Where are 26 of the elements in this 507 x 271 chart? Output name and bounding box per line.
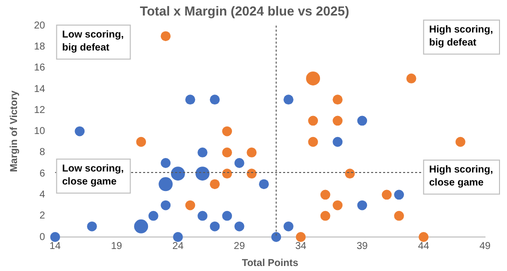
x-tick-label: 49: [479, 240, 491, 252]
chart-title: Total x Margin (2024 blue vs 2025): [140, 3, 350, 18]
y-tick-label: 8: [40, 147, 46, 158]
y-tick-label: 2: [40, 210, 46, 222]
y-tick-label: 0: [40, 232, 46, 243]
y-axis-title: Margin of Victory: [8, 90, 20, 172]
y-tick-label: 20: [34, 20, 46, 32]
y-tick-label: 6: [40, 168, 46, 180]
annotation: Low scoring, close game: [62, 163, 124, 188]
y-tick-label: 12: [34, 104, 46, 116]
annotation: High scoring, close game: [429, 164, 494, 188]
y-tick-label: 4: [40, 189, 46, 200]
x-tick-label: 24: [172, 240, 184, 252]
x-tick-label: 29: [234, 240, 246, 252]
x-tick-label: 39: [356, 240, 368, 252]
x-axis-title: Total Points: [242, 258, 299, 269]
annotation: Low scoring, big defeat: [62, 29, 124, 54]
y-tick-label: 10: [34, 126, 46, 138]
x-tick-label: 34: [295, 240, 307, 252]
x-tick-label: 14: [50, 240, 62, 252]
x-tick-label: 44: [418, 240, 430, 252]
y-tick-label: 14: [34, 84, 46, 95]
annotation: High scoring, big defeat: [429, 24, 494, 48]
x-tick-label: 19: [110, 240, 123, 252]
y-tick-label: 16: [34, 62, 46, 74]
y-tick-label: 18: [34, 41, 46, 52]
